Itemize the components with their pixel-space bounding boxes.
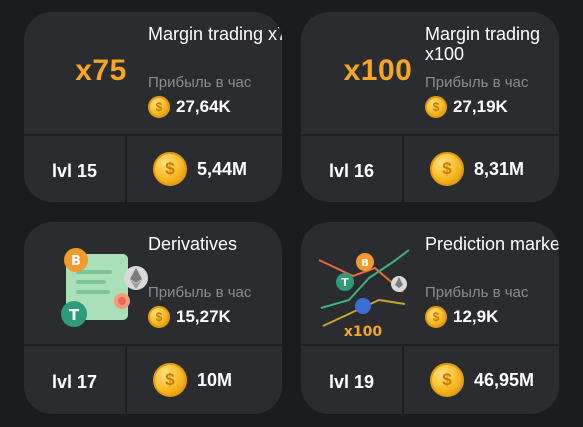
profit-value: 27,64K bbox=[176, 97, 231, 116]
divider bbox=[402, 346, 404, 414]
svg-text:T: T bbox=[341, 276, 349, 289]
coin-icon: $ bbox=[148, 96, 170, 118]
card-title: Margin trading x100 bbox=[425, 24, 541, 64]
bitcoin-icon bbox=[356, 253, 374, 271]
level-label: lvl 15 bbox=[51, 160, 98, 181]
divider bbox=[125, 136, 127, 202]
card-footer: lvl 15 $ 5,44M bbox=[24, 136, 282, 202]
bitcoin-icon bbox=[64, 248, 88, 272]
upgrade-card-derivatives[interactable]: B T Derivatives Прибыль в час $ 15,27K l… bbox=[24, 222, 282, 414]
trend-line-green bbox=[320, 249, 410, 309]
trend-line-red bbox=[318, 259, 404, 293]
card-title: Prediction markets bbox=[425, 234, 559, 254]
profit-value: 15,27K bbox=[176, 307, 231, 326]
art-multiplier-label: x100 bbox=[344, 324, 383, 340]
cost-value: 8,31M bbox=[474, 158, 525, 179]
upgrade-cost[interactable]: $ 10M bbox=[127, 346, 282, 414]
coin-icon: $ bbox=[430, 152, 464, 186]
level-label: lvl 16 bbox=[328, 160, 375, 181]
profit-per-hour: $ 12,9K bbox=[425, 306, 498, 328]
profit-label: Прибыль в час bbox=[148, 74, 252, 91]
card-title: Margin trading x75 bbox=[148, 24, 282, 44]
profit-label: Прибыль в час bbox=[425, 74, 529, 91]
card-footer: lvl 19 $ 46,95M bbox=[301, 346, 559, 414]
profit-value: 27,19K bbox=[453, 97, 508, 116]
ton-icon bbox=[355, 298, 371, 314]
upgrade-card-margin-x75[interactable]: x75 Margin trading x75 Прибыль в час $ 2… bbox=[24, 12, 282, 202]
profit-value: 12,9K bbox=[453, 307, 499, 326]
card-header: B T x100 Prediction markets Прибыль в ча… bbox=[301, 222, 559, 344]
coin-icon: $ bbox=[425, 96, 447, 118]
cost-value: 46,95M bbox=[474, 369, 535, 390]
coin-icon: $ bbox=[153, 152, 187, 186]
upgrade-cost[interactable]: $ 8,31M bbox=[404, 136, 559, 202]
card-header: B T Derivatives Прибыль в час $ 15,27K bbox=[24, 222, 282, 344]
level-label: lvl 17 bbox=[51, 371, 98, 392]
coin-icon: $ bbox=[148, 306, 170, 328]
level-label: lvl 19 bbox=[328, 371, 375, 392]
card-art: x75 bbox=[36, 20, 166, 132]
upgrade-cost[interactable]: $ 5,44M bbox=[127, 136, 282, 202]
svg-text:B: B bbox=[361, 258, 369, 269]
divider bbox=[402, 136, 404, 202]
cost-value: 5,44M bbox=[197, 158, 248, 179]
profit-label: Прибыль в час bbox=[425, 284, 529, 301]
coin-icon: $ bbox=[425, 306, 447, 328]
upgrade-cost[interactable]: $ 46,95M bbox=[404, 346, 559, 414]
multiplier-label: x100 bbox=[343, 54, 413, 87]
card-title: Derivatives bbox=[148, 234, 238, 254]
profit-label: Прибыль в час bbox=[148, 284, 252, 301]
derivatives-illustration: B T bbox=[61, 248, 148, 327]
tether-icon bbox=[336, 273, 354, 291]
divider bbox=[24, 344, 282, 346]
divider bbox=[24, 134, 282, 136]
upgrade-card-margin-x100[interactable]: x100 Margin trading x100 Прибыль в час $… bbox=[301, 12, 559, 202]
card-art: x100 bbox=[313, 20, 443, 132]
svg-text:T: T bbox=[69, 306, 80, 324]
upgrade-card-prediction-markets[interactable]: B T x100 Prediction markets Прибыль в ча… bbox=[301, 222, 559, 414]
cost-value: 10M bbox=[197, 369, 233, 390]
divider bbox=[125, 346, 127, 414]
card-footer: lvl 17 $ 10M bbox=[24, 346, 282, 414]
coin-icon: $ bbox=[430, 363, 464, 397]
multiplier-label: x75 bbox=[75, 54, 127, 87]
svg-text:B: B bbox=[71, 254, 81, 269]
profit-per-hour: $ 27,19K bbox=[425, 96, 508, 118]
prediction-illustration: B T x100 bbox=[318, 249, 410, 340]
card-footer: lvl 16 $ 8,31M bbox=[301, 136, 559, 202]
divider bbox=[301, 134, 559, 136]
profit-per-hour: $ 27,64K bbox=[148, 96, 231, 118]
card-header: x75 Margin trading x75 Прибыль в час $ 2… bbox=[24, 12, 282, 134]
divider bbox=[301, 344, 559, 346]
coin-icon: $ bbox=[153, 363, 187, 397]
card-header: x100 Margin trading x100 Прибыль в час $… bbox=[301, 12, 559, 134]
profit-per-hour: $ 15,27K bbox=[148, 306, 231, 328]
tether-icon bbox=[61, 301, 87, 327]
